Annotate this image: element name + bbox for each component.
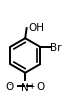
Text: +: + bbox=[28, 81, 34, 90]
Text: -: - bbox=[9, 80, 11, 89]
Text: O: O bbox=[5, 81, 14, 91]
Text: O: O bbox=[37, 81, 45, 91]
Text: N: N bbox=[21, 82, 29, 92]
Text: Br: Br bbox=[50, 42, 62, 52]
Text: OH: OH bbox=[29, 23, 45, 33]
